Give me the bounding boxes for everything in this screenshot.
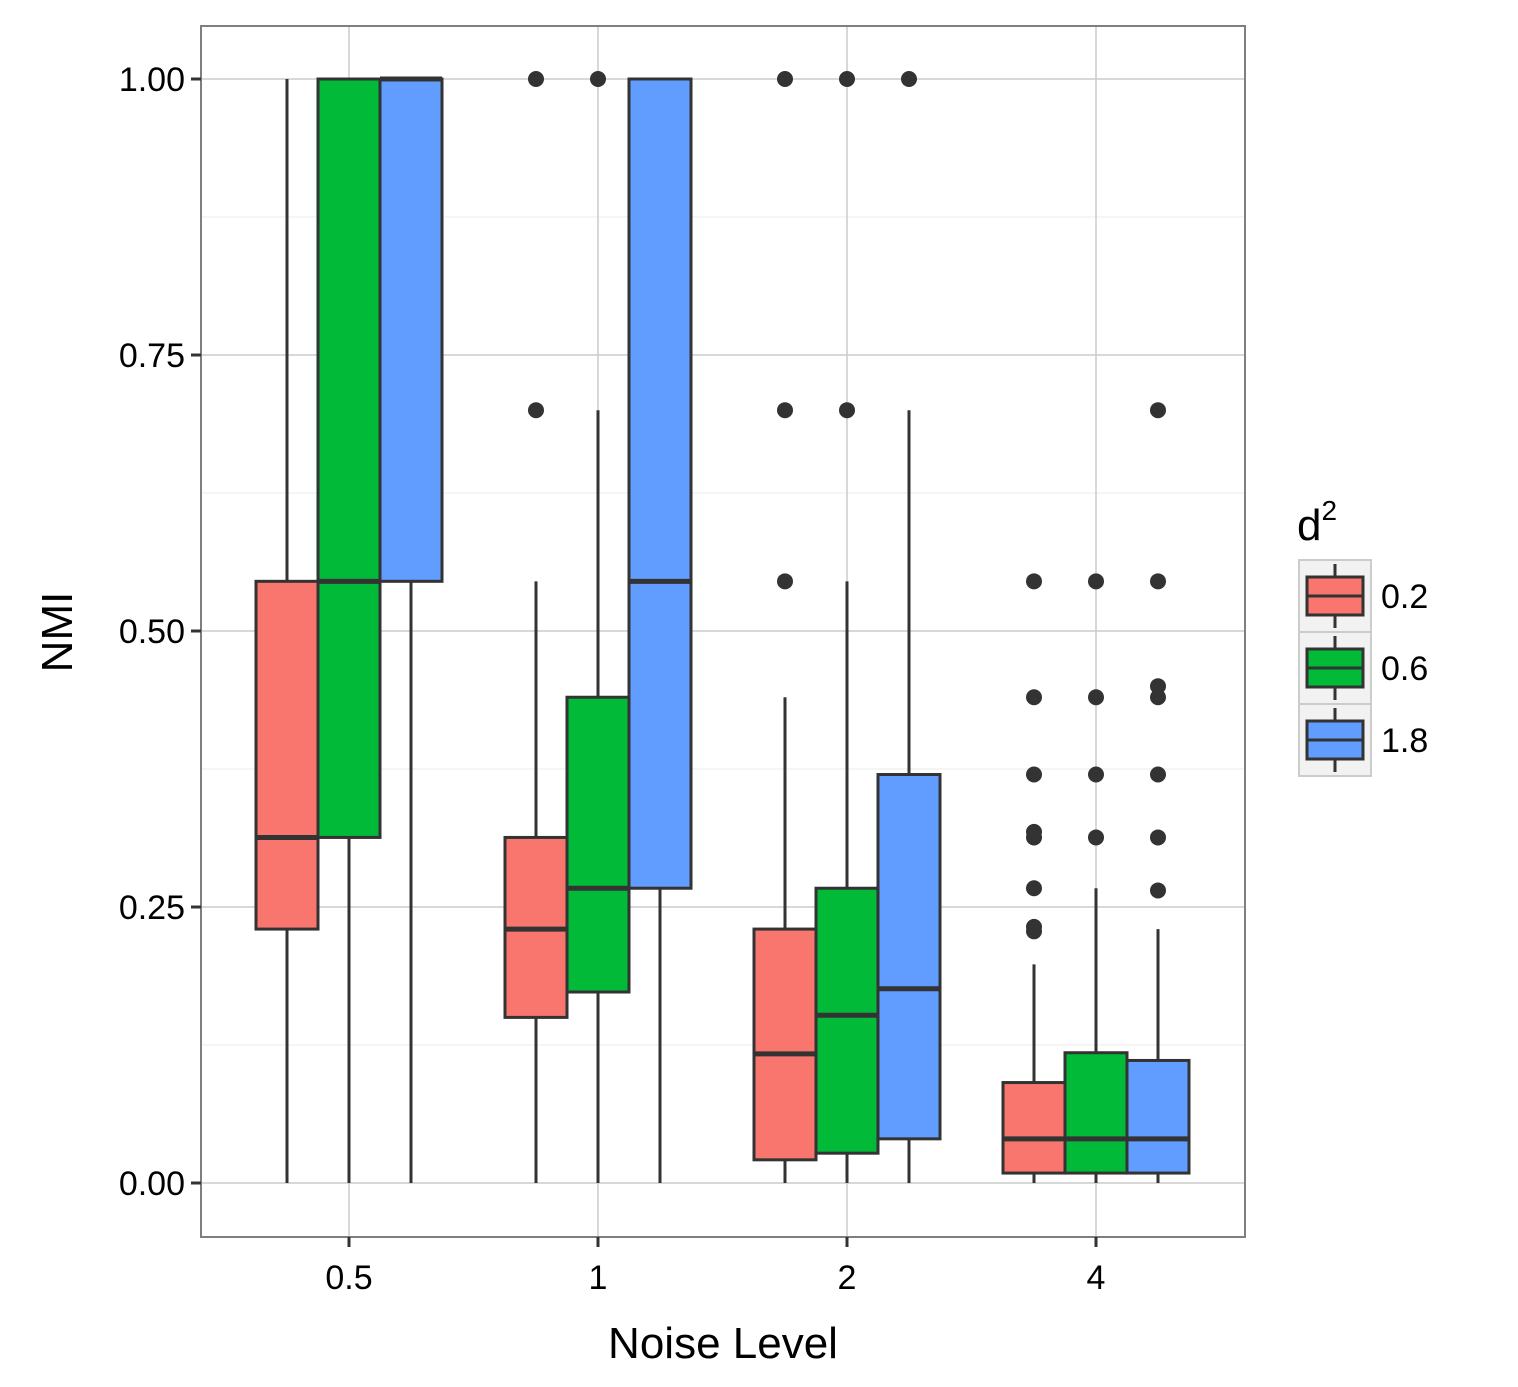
outlier-point [590, 71, 606, 87]
outlier-point [1026, 918, 1042, 935]
box-body [565, 695, 631, 994]
outlier-point [1150, 766, 1166, 783]
box-body [1001, 1081, 1067, 1175]
outlier-point [1088, 766, 1104, 783]
box-0.2-4 [1001, 573, 1067, 1183]
outlier-point [901, 71, 917, 87]
legend-key-0.2 [1298, 559, 1372, 633]
box-body [752, 927, 818, 1162]
legend-key-0.6 [1298, 631, 1372, 705]
outlier-point [1150, 882, 1166, 899]
y-tick-label-1: 0.25 [119, 889, 185, 927]
y-tick-label-4: 1.00 [119, 61, 185, 99]
outlier-point [777, 71, 793, 87]
legend-title-superscript: 2 [1321, 495, 1337, 526]
outlier-point [1150, 689, 1166, 706]
x-tick-label-0: 0.5 [325, 1259, 372, 1297]
box-body [316, 77, 382, 839]
y-tick-label-2: 0.50 [119, 613, 185, 651]
box-0.2-1 [503, 71, 569, 1183]
y-axis: 0.00 0.25 0.50 0.75 1.00 [119, 61, 201, 1203]
box-1.8-4 [1125, 402, 1191, 1183]
x-tick-label-2: 2 [838, 1259, 857, 1297]
outlier-point [1150, 402, 1166, 419]
legend-label-0.2: 0.2 [1381, 578, 1428, 616]
box-body [378, 77, 444, 583]
outlier-point [839, 402, 855, 419]
series-1.8 [378, 71, 1191, 1183]
y-tick-label-3: 0.75 [119, 337, 185, 375]
box-series-group [254, 71, 1191, 1183]
outlier-point [1150, 573, 1166, 590]
y-tick-label-0: 0.00 [119, 1165, 185, 1203]
legend-key-1.8 [1298, 703, 1372, 777]
outlier-point [528, 402, 544, 419]
x-tick-label-3: 4 [1087, 1259, 1106, 1297]
box-0.2-2 [752, 71, 818, 1183]
box-0.6-4 [1063, 573, 1129, 1183]
outlier-point [1088, 829, 1104, 846]
outlier-point [1026, 880, 1042, 897]
legend-label-0.6: 0.6 [1381, 650, 1428, 688]
y-axis-title: NMI [33, 592, 82, 673]
series-0.2 [254, 71, 1067, 1183]
outlier-point [1026, 766, 1042, 783]
outlier-point [528, 71, 544, 87]
outlier-point [1088, 689, 1104, 706]
box-0.6-1 [565, 71, 631, 1183]
x-axis-title: Noise Level [608, 1319, 838, 1368]
legend-label-1.8: 1.8 [1381, 722, 1428, 760]
box-1.8-1 [627, 77, 693, 1183]
box-body [254, 579, 320, 931]
outlier-point [1088, 573, 1104, 590]
box-1.8-0.5 [378, 76, 444, 1183]
outlier-point [1026, 823, 1042, 840]
outlier-point [1150, 678, 1166, 695]
outlier-point [839, 71, 855, 87]
box-body [1125, 1058, 1191, 1175]
box-body [814, 886, 880, 1155]
outlier-point [777, 573, 793, 590]
x-tick-label-1: 1 [589, 1259, 608, 1297]
box-body [627, 77, 693, 890]
box-body [876, 773, 942, 1141]
outlier-point [1026, 689, 1042, 706]
outlier-point [1026, 573, 1042, 590]
x-axis: 0.5 1 2 4 [325, 1237, 1105, 1297]
legend-title: d2 [1297, 495, 1337, 550]
legend: d2 0.2 0.6 1.8 [1297, 495, 1428, 777]
legend-title-base: d [1297, 501, 1321, 550]
outlier-point [777, 402, 793, 419]
box-body [1063, 1051, 1129, 1175]
box-0.6-2 [814, 71, 880, 1183]
outlier-point [1150, 829, 1166, 846]
box-1.8-2 [876, 71, 942, 1183]
